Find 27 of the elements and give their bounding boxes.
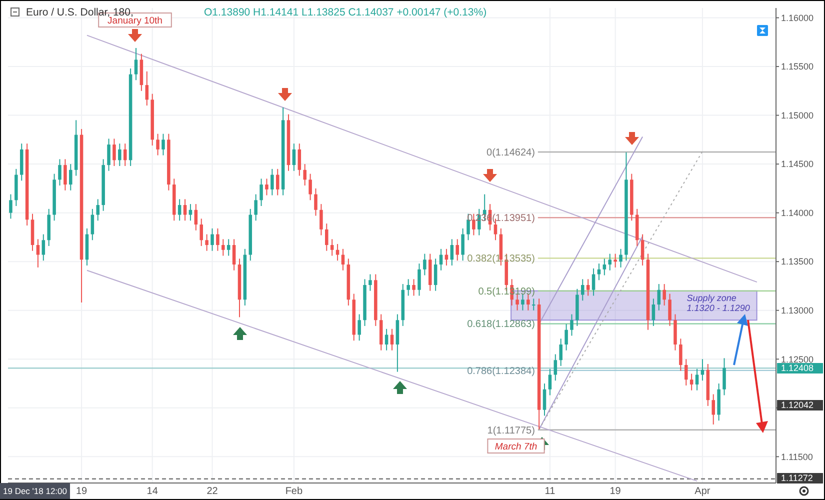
- y-tick-label: 1.13500: [781, 256, 814, 267]
- y-tick-label: 1.16000: [781, 12, 814, 23]
- x-tick-label: 14: [146, 486, 158, 497]
- ref-line-label: 0.618(1.12863): [467, 319, 535, 330]
- x-tick-label: 19: [76, 486, 88, 497]
- y-tick-label: 1.12500: [781, 354, 814, 364]
- text: 1.12042: [781, 400, 814, 410]
- y-tick-label: 1.11500: [781, 452, 813, 462]
- x-tick-label: 22: [206, 486, 218, 497]
- text: 1.11272: [781, 473, 813, 484]
- x-tick-label: Feb: [285, 486, 304, 497]
- chart-subtitle: O1.13890 H1.14141 L1.13825 C1.14037 +0.00147 (+0.13%): [204, 6, 487, 19]
- x-tick-label: Apr: [694, 486, 711, 497]
- ref-line-label: 1(1.11775): [487, 425, 535, 436]
- y-tick-label: 1.15000: [781, 110, 814, 120]
- y-tick-label: 1.15500: [781, 62, 814, 72]
- text: 1.12408: [781, 363, 814, 374]
- y-tick-label: 1.13000: [781, 306, 814, 316]
- x-tick-label: 11: [544, 486, 556, 497]
- annotation: March 7th: [494, 441, 538, 452]
- ref-line-label: 0(1.14624): [486, 147, 535, 158]
- band-label: Supply zone 1.1320 - 1.1290: [686, 292, 750, 313]
- y-tick-label: 1.14500: [781, 159, 814, 170]
- ref-line-label: 0.786(1.12384): [467, 366, 535, 377]
- x-tick-label: 19: [610, 486, 622, 497]
- y-tick-label: 1.14000: [781, 208, 814, 218]
- text: 19 Dec '18 12:00: [3, 486, 68, 496]
